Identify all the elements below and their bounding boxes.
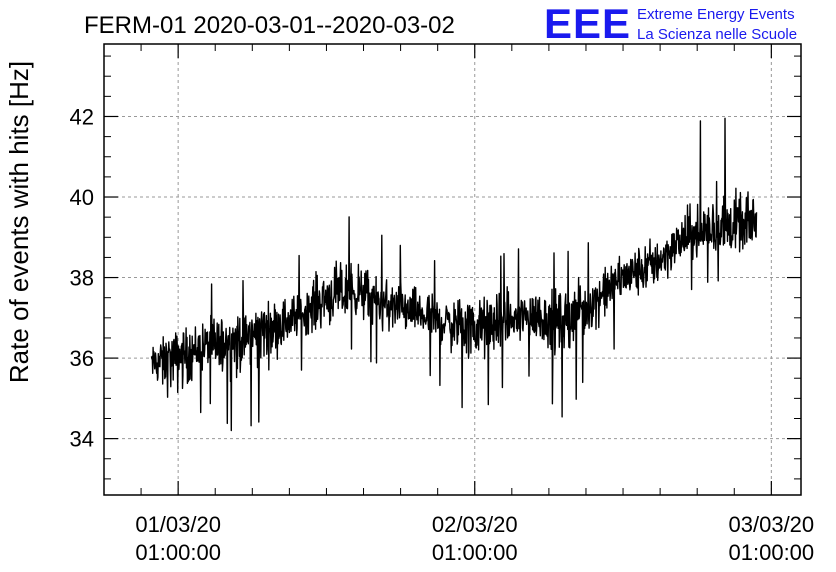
y-tick-label: 36 <box>70 346 94 371</box>
y-tick-label: 38 <box>70 266 94 291</box>
chart-title: FERM-01 2020-03-01--2020-03-02 <box>84 12 455 39</box>
x-tick-label-time: 01:00:00 <box>432 540 518 565</box>
y-tick-label: 40 <box>70 185 94 210</box>
axis-ticks <box>103 44 801 495</box>
y-tick-labels: 34 36 38 40 42 <box>70 104 94 451</box>
eee-logo: EEE Extreme Energy Events La Scienza nel… <box>544 0 797 47</box>
x-tick-label-date: 03/03/20 <box>729 512 815 537</box>
rate-series-line <box>150 117 758 432</box>
grid-lines <box>104 44 801 495</box>
x-tick-label-time: 01:00:00 <box>729 540 815 565</box>
x-tick-labels: 01/03/20 01:00:00 02/03/20 01:00:00 03/03/20… <box>135 512 814 565</box>
y-tick-label: 42 <box>70 104 94 129</box>
x-tick-label-date: 01/03/20 <box>135 512 221 537</box>
x-tick-label-time: 01:00:00 <box>135 540 221 565</box>
x-tick-label-date: 02/03/20 <box>432 512 518 537</box>
eee-logo-line2: La Scienza nelle Scuole <box>637 26 797 43</box>
eee-logo-letters: EEE <box>544 0 631 47</box>
plot-frame <box>103 43 802 496</box>
y-axis-label: Rate of events with hits [Hz] <box>4 61 34 383</box>
y-tick-label: 34 <box>70 427 94 452</box>
eee-logo-line1: Extreme Energy Events <box>637 6 795 23</box>
